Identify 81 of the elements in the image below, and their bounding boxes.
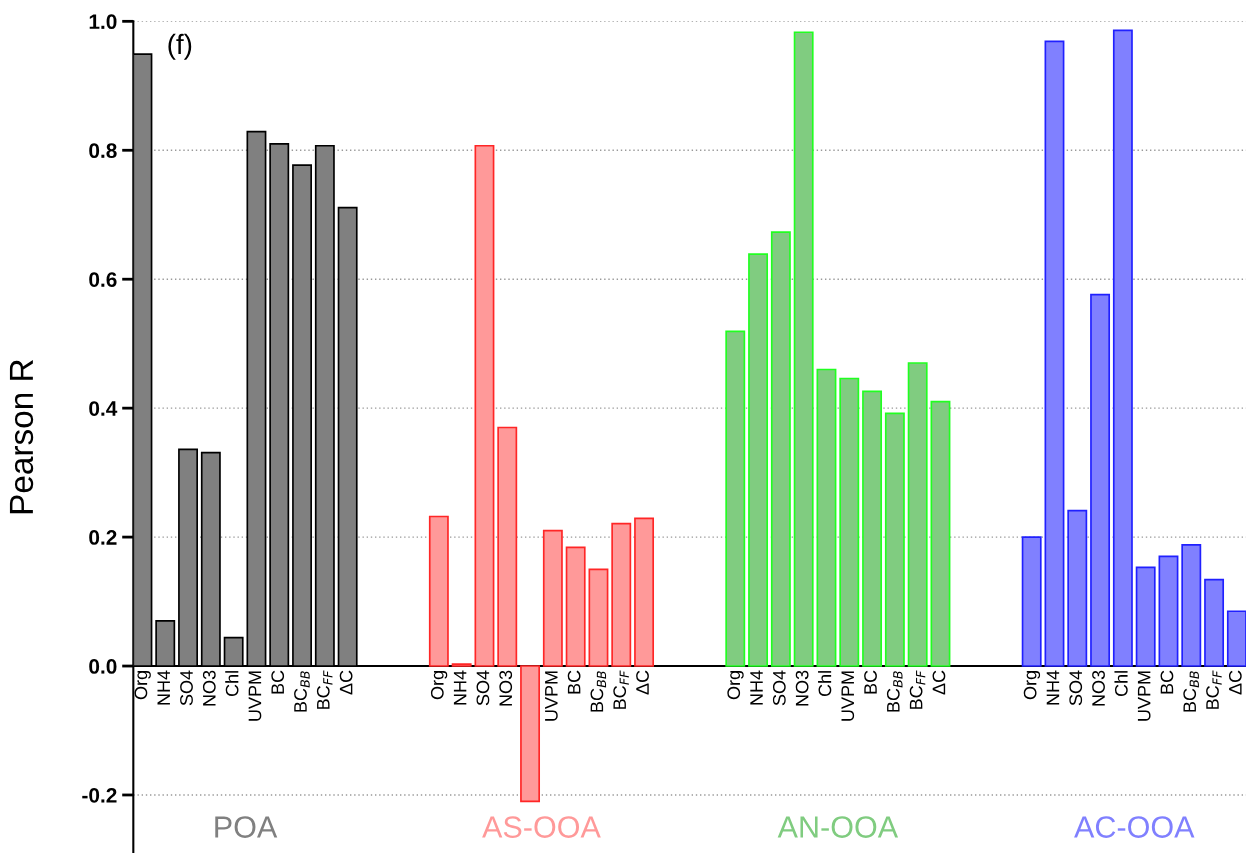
bar — [748, 253, 769, 667]
y-tick-label: -0.2 — [82, 787, 117, 803]
bar — [1021, 536, 1042, 667]
bar — [1158, 555, 1179, 667]
bar — [1044, 40, 1065, 667]
x-tick-label: ΔC — [636, 670, 649, 695]
y-tick-label: 0.6 — [89, 272, 117, 287]
x-tick-label: ΔC — [339, 670, 353, 695]
x-tick-label: ΔC — [932, 670, 946, 695]
x-tick-label: BC — [567, 670, 581, 694]
x-tick-label: Chl — [818, 671, 832, 697]
x-tick-label: NO3 — [202, 670, 216, 706]
bar — [1181, 543, 1202, 667]
x-tick-label: BC$_{FF}$ — [909, 670, 926, 709]
bar — [565, 546, 586, 667]
y-tick-label: 0.2 — [89, 530, 117, 545]
x-tick-label: NO3 — [1092, 670, 1105, 706]
x-tick-label: BC$_{FF}$ — [316, 670, 333, 709]
bar — [1226, 610, 1246, 667]
x-tick-label: BC$_{BB}$ — [886, 671, 903, 712]
x-tick-label: Org — [430, 671, 448, 700]
x-tick-label: SO4 — [180, 670, 193, 706]
x-tick-label: SO4 — [1069, 670, 1083, 706]
x-tick-label: BC$_{BB}$ — [1183, 671, 1199, 712]
x-tick-label: ΔC — [1228, 670, 1242, 695]
y-tick-label: 1.0 — [89, 14, 117, 30]
text: AC-OOA — [1074, 816, 1195, 838]
x-tick-label: NO3 — [499, 670, 513, 706]
x-tick-label: Chl — [225, 671, 239, 697]
x-tick-label: BC$_{BB}$ — [294, 671, 310, 712]
bar — [611, 522, 632, 667]
x-tick-label: SO4 — [476, 670, 490, 706]
bar — [725, 330, 746, 667]
bar — [1204, 578, 1225, 667]
x-tick-label: Org — [134, 671, 151, 700]
x-tick-label: NH4 — [157, 670, 170, 705]
x-tick-label: BC$_{FF}$ — [1206, 670, 1222, 709]
bar — [1067, 509, 1088, 667]
x-tick-label: BC — [864, 670, 877, 694]
bar — [884, 412, 905, 667]
x-tick-label: BC$_{BB}$ — [590, 671, 607, 712]
bar — [862, 390, 883, 667]
bar — [1135, 566, 1156, 667]
bar — [474, 144, 495, 667]
annotation: (f) — [168, 33, 192, 60]
x-tick-label: BC — [1160, 670, 1174, 694]
x-tick-label: SO4 — [772, 670, 786, 706]
x-tick-label: UVPM — [545, 671, 558, 721]
x-tick-label: NH4 — [750, 670, 763, 705]
x-tick-label: NO3 — [795, 670, 809, 706]
bar — [793, 31, 814, 667]
x-tick-label: BC — [271, 670, 285, 694]
x-tick-label: UVPM — [841, 671, 855, 721]
bar — [770, 231, 791, 667]
bar — [542, 529, 563, 667]
bar — [588, 568, 609, 667]
x-tick-label: NH4 — [1046, 670, 1060, 705]
bar — [520, 665, 541, 803]
bar — [497, 426, 518, 667]
x-tick-label: Org — [727, 671, 744, 700]
x-tick-label: Org — [1023, 671, 1041, 700]
bar — [1090, 293, 1111, 667]
x-tick-label: UVPM — [1137, 671, 1151, 721]
bar — [930, 400, 951, 667]
x-tick-label: UVPM — [248, 671, 262, 721]
bar — [816, 368, 837, 667]
bar — [634, 517, 655, 667]
x-tick-label: Chl — [1114, 671, 1128, 697]
x-tick-label: NH4 — [453, 670, 467, 705]
y-axis-title: Pearson R — [9, 359, 34, 514]
x-tick-label: BC$_{FF}$ — [613, 670, 629, 709]
text: AN-OOA — [777, 816, 899, 838]
y-tick-label: 0.8 — [89, 143, 117, 159]
bar — [839, 377, 860, 667]
bar — [428, 515, 449, 667]
series-label: AS-OOA — [482, 816, 601, 838]
bar — [1112, 29, 1133, 667]
y-tick-label: 0.0 — [89, 659, 117, 674]
bar — [907, 362, 928, 667]
y-tick-label: 0.4 — [89, 401, 118, 416]
text: POA — [215, 816, 278, 838]
